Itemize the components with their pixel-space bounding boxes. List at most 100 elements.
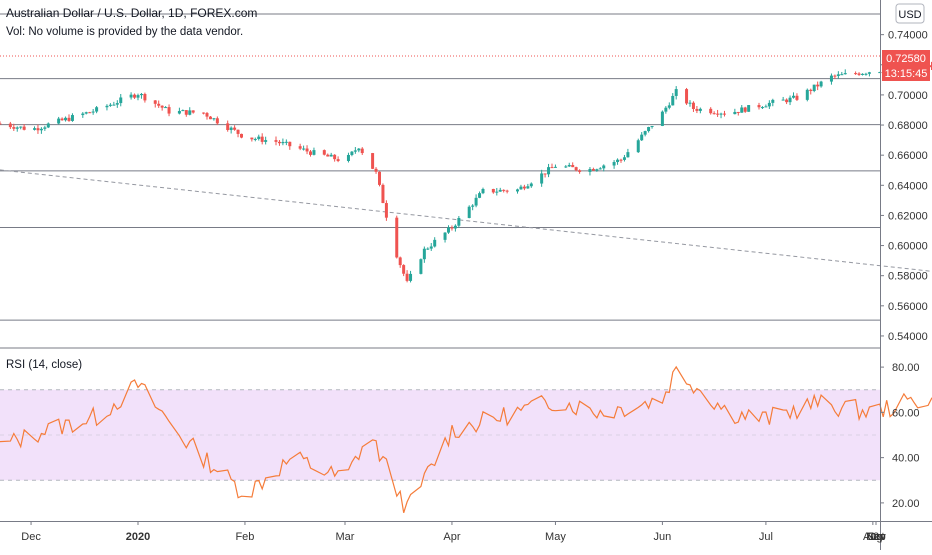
candle bbox=[143, 92, 147, 103]
trend-line[interactable] bbox=[0, 169, 932, 307]
candle bbox=[305, 145, 309, 155]
candle-body bbox=[619, 159, 623, 161]
candle bbox=[522, 184, 526, 191]
candle-body bbox=[788, 97, 792, 103]
candle bbox=[736, 111, 740, 116]
candle bbox=[564, 165, 568, 168]
candle bbox=[453, 224, 457, 232]
candle bbox=[429, 243, 433, 251]
candle-body bbox=[491, 188, 495, 193]
candle-body bbox=[864, 73, 868, 75]
candle bbox=[36, 124, 40, 134]
candle-body bbox=[136, 95, 140, 98]
candle-body bbox=[764, 106, 768, 108]
last-price-badge-bg bbox=[882, 50, 930, 81]
candle bbox=[95, 106, 99, 114]
rsi-axis[interactable]: 80.00 60.00 40.00 20.00 bbox=[880, 362, 920, 510]
candle-body bbox=[64, 117, 68, 121]
candle-body bbox=[205, 113, 209, 117]
candle-body bbox=[181, 110, 185, 112]
candle-body bbox=[402, 265, 406, 274]
candle bbox=[764, 104, 768, 108]
candle-body bbox=[526, 186, 530, 189]
candle-body bbox=[112, 104, 116, 106]
candle-body bbox=[643, 131, 647, 135]
candle bbox=[719, 112, 723, 119]
candle-body bbox=[139, 93, 143, 96]
price-tick-label: 0.70000 bbox=[888, 90, 928, 102]
candle-body bbox=[15, 127, 19, 129]
candle-body bbox=[647, 127, 651, 132]
candle-body bbox=[878, 72, 882, 74]
candle bbox=[33, 126, 36, 131]
rsi-legend-label[interactable]: RSI (14, close) bbox=[6, 359, 82, 371]
candle-body bbox=[505, 190, 509, 192]
candle bbox=[809, 88, 813, 95]
candle-body bbox=[602, 165, 606, 169]
time-tick-label: Jun bbox=[654, 531, 672, 543]
legend-title[interactable]: Australian Dollar / U.S. Dollar, 1D, FOR… bbox=[6, 6, 257, 20]
candle bbox=[60, 117, 64, 121]
candle-body bbox=[819, 81, 823, 87]
candle bbox=[298, 143, 302, 151]
time-tick-label: 2020 bbox=[126, 531, 150, 543]
candle-body bbox=[467, 206, 471, 218]
candle bbox=[519, 184, 523, 190]
candle-body bbox=[184, 110, 188, 115]
candle-body bbox=[664, 107, 668, 112]
candle bbox=[491, 188, 495, 194]
candle-body bbox=[840, 74, 844, 76]
candle bbox=[833, 74, 837, 80]
candle-body bbox=[160, 105, 164, 108]
candle-body bbox=[177, 110, 181, 114]
candle bbox=[81, 112, 85, 118]
candle-body bbox=[253, 138, 257, 140]
currency-badge[interactable]: USD bbox=[895, 3, 925, 24]
candle bbox=[205, 111, 209, 120]
candle-body bbox=[867, 72, 871, 74]
candle bbox=[740, 105, 744, 113]
candle-body bbox=[22, 126, 26, 130]
candle bbox=[409, 270, 413, 283]
time-tick-label: 2 bbox=[873, 531, 879, 543]
candle bbox=[208, 116, 212, 120]
candle-body bbox=[57, 118, 61, 124]
candle bbox=[788, 95, 792, 106]
candle bbox=[353, 147, 357, 154]
candle bbox=[136, 93, 140, 101]
candle bbox=[371, 152, 375, 170]
candle-body bbox=[333, 154, 337, 160]
candle-body bbox=[12, 127, 16, 129]
candle bbox=[712, 111, 716, 115]
price-candles bbox=[0, 61, 932, 283]
horizontal-levels[interactable] bbox=[0, 13, 880, 321]
candle-body bbox=[350, 151, 354, 155]
candle bbox=[816, 81, 820, 91]
candle-body bbox=[540, 173, 544, 184]
candle bbox=[177, 107, 181, 115]
candle bbox=[188, 107, 192, 116]
candle-body bbox=[336, 159, 340, 161]
candle bbox=[709, 107, 713, 115]
candle-body bbox=[740, 107, 744, 113]
candle bbox=[12, 123, 16, 131]
candle bbox=[812, 84, 816, 93]
candle-body bbox=[133, 94, 137, 98]
candle bbox=[857, 72, 861, 76]
candle-body bbox=[115, 103, 119, 105]
candle-body bbox=[829, 75, 833, 82]
candle-body bbox=[760, 107, 764, 109]
price-tick-label: 0.66000 bbox=[888, 150, 928, 162]
candle-body bbox=[805, 89, 809, 100]
candle bbox=[108, 103, 112, 107]
candle bbox=[878, 71, 882, 74]
candle bbox=[139, 92, 143, 99]
candle-body bbox=[495, 191, 499, 193]
candle-body bbox=[626, 152, 630, 158]
candle-body bbox=[457, 217, 461, 226]
candle-body bbox=[240, 133, 243, 138]
candle bbox=[112, 101, 116, 106]
